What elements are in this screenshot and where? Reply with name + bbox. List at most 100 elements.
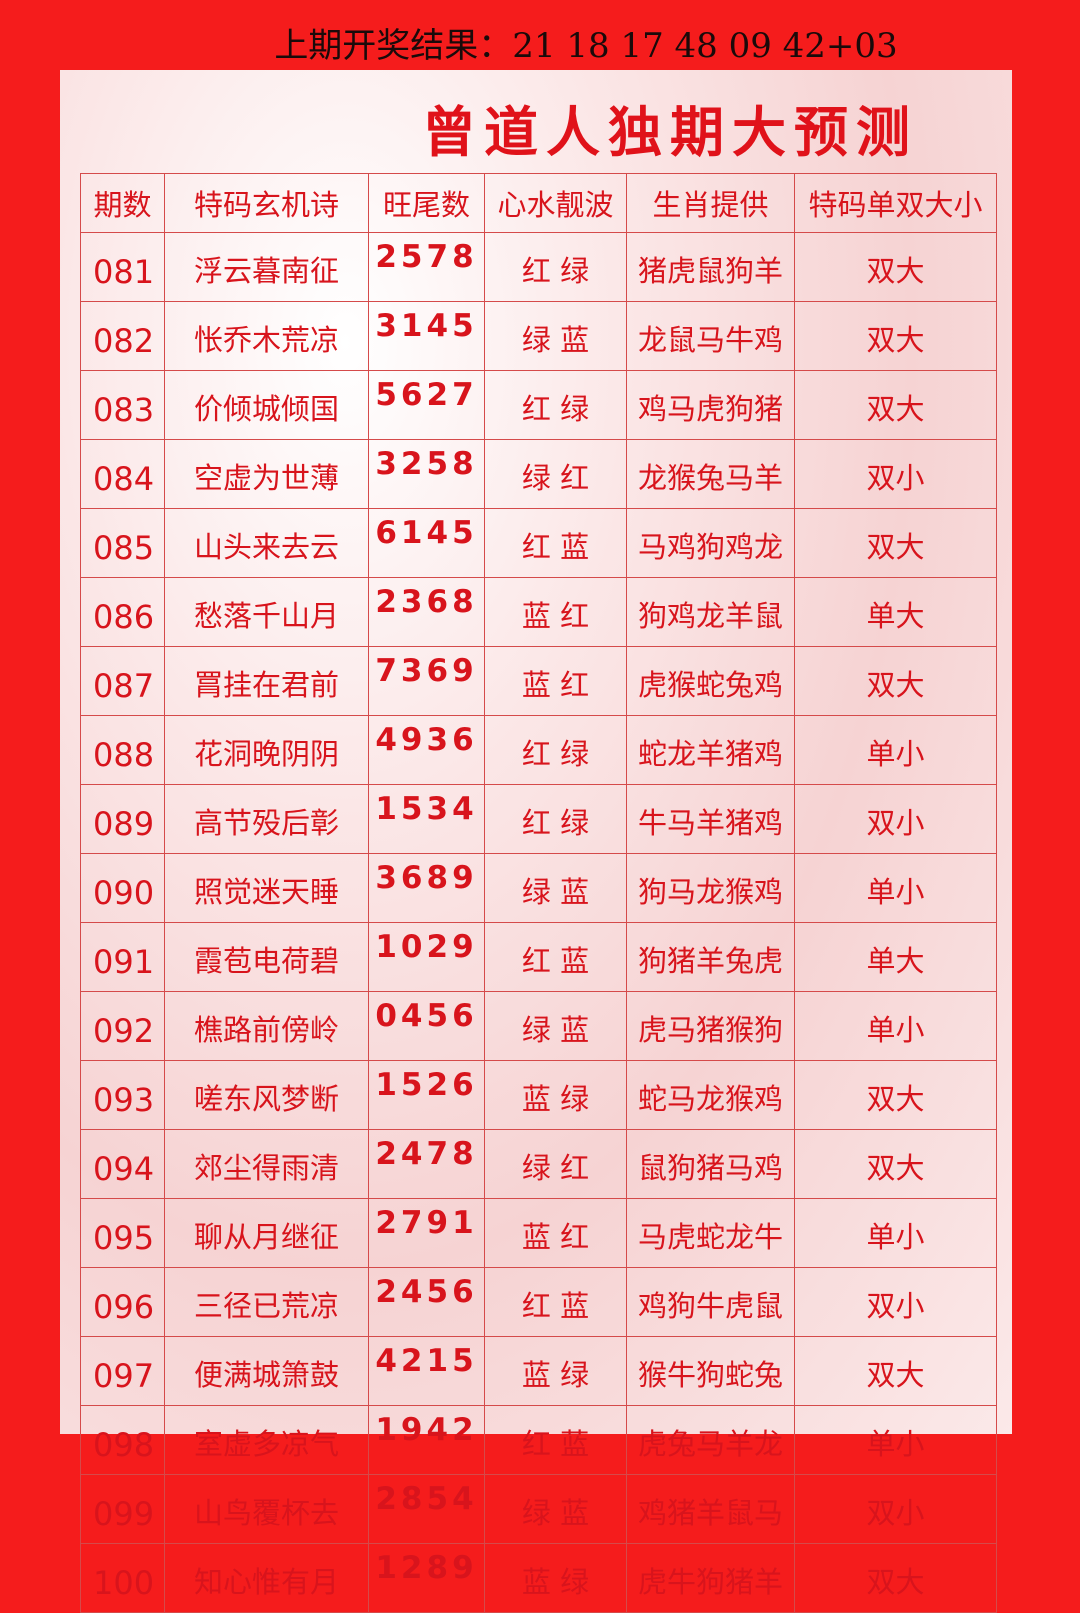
- cell-period: 082: [80, 301, 165, 371]
- cell-poem: 郊尘得雨清: [164, 1129, 369, 1199]
- cell-zodiac: 马鸡狗鸡龙: [626, 508, 795, 578]
- cell-parity: 双大: [794, 1060, 997, 1130]
- cell-tail: 1942: [368, 1405, 485, 1475]
- cell-period: 092: [80, 991, 165, 1061]
- table-row: 093 嗟东风梦断 1526 蓝 绿蛇马龙猴鸡 双大: [80, 1060, 997, 1130]
- cell-period: 084: [80, 439, 165, 509]
- cell-tail: 1534: [368, 784, 485, 854]
- cell-zodiac: 猪虎鼠狗羊: [626, 232, 795, 302]
- cell-zodiac: 蛇马龙猴鸡: [626, 1060, 795, 1130]
- table-row: 098 室虚多凉气 1942 红 蓝虎兔马羊龙 单小: [80, 1405, 997, 1475]
- table-row: 094 郊尘得雨清 2478 绿 红鼠狗猪马鸡 双大: [80, 1129, 997, 1199]
- table-row: 091 霞苞电荷碧 1029 红 蓝狗猪羊兔虎 单大: [80, 922, 997, 992]
- cell-zodiac: 狗猪羊兔虎: [626, 922, 795, 992]
- cell-color: 绿 蓝: [484, 1474, 627, 1544]
- cell-poem: 山鸟覆杯去: [164, 1474, 369, 1544]
- table-row: 087 罥挂在君前 7369 蓝 红虎猴蛇兔鸡 双大: [80, 646, 997, 716]
- table-row: 082 怅乔木荒凉 3145 绿 蓝龙鼠马牛鸡 双大: [80, 301, 997, 371]
- cell-period: 081: [80, 232, 165, 302]
- cell-parity: 双大: [794, 370, 997, 440]
- cell-period: 088: [80, 715, 165, 785]
- cell-period: 083: [80, 370, 165, 440]
- cell-color: 蓝 绿: [484, 1543, 627, 1613]
- cell-poem: 怅乔木荒凉: [164, 301, 369, 371]
- cell-period: 097: [80, 1336, 165, 1406]
- cell-zodiac: 虎马猪猴狗: [626, 991, 795, 1061]
- cell-parity: 双小: [794, 1474, 997, 1544]
- cell-zodiac: 龙猴兔马羊: [626, 439, 795, 509]
- header-poem: 特码玄机诗: [164, 173, 369, 233]
- cell-parity: 双大: [794, 646, 997, 716]
- table-row: 081 浮云暮南征 2578 红 绿猪虎鼠狗羊 双大: [80, 232, 997, 302]
- cell-period: 098: [80, 1405, 165, 1475]
- cell-period: 095: [80, 1198, 165, 1268]
- cell-parity: 双小: [794, 1267, 997, 1337]
- cell-zodiac: 虎牛狗猪羊: [626, 1543, 795, 1613]
- cell-parity: 单小: [794, 853, 997, 923]
- cell-poem: 价倾城倾国: [164, 370, 369, 440]
- cell-poem: 照觉迷天睡: [164, 853, 369, 923]
- cell-parity: 双大: [794, 1543, 997, 1613]
- cell-color: 红 绿: [484, 784, 627, 854]
- cell-parity: 单大: [794, 922, 997, 992]
- cell-period: 099: [80, 1474, 165, 1544]
- table-row: 096 三径已荒凉 2456 红 蓝鸡狗牛虎鼠 双小: [80, 1267, 997, 1337]
- table-row: 099 山鸟覆杯去 2854 绿 蓝鸡猪羊鼠马 双小: [80, 1474, 997, 1544]
- cell-period: 100: [80, 1543, 165, 1613]
- cell-color: 蓝 红: [484, 646, 627, 716]
- cell-poem: 山头来去云: [164, 508, 369, 578]
- cell-zodiac: 猴牛狗蛇兔: [626, 1336, 795, 1406]
- cell-zodiac: 马虎蛇龙牛: [626, 1198, 795, 1268]
- table-row: 095 聊从月继征 2791 蓝 红马虎蛇龙牛 单小: [80, 1198, 997, 1268]
- cell-color: 绿 红: [484, 1129, 627, 1199]
- cell-zodiac: 狗鸡龙羊鼠: [626, 577, 795, 647]
- cell-color: 红 绿: [484, 715, 627, 785]
- cell-tail: 2368: [368, 577, 485, 647]
- cell-period: 091: [80, 922, 165, 992]
- header-parity: 特码单双大小: [794, 173, 997, 233]
- cell-color: 绿 蓝: [484, 301, 627, 371]
- cell-tail: 1029: [368, 922, 485, 992]
- cell-parity: 单小: [794, 1405, 997, 1475]
- cell-tail: 5627: [368, 370, 485, 440]
- table-row: 092 樵路前傍岭 0456 绿 蓝虎马猪猴狗 单小: [80, 991, 997, 1061]
- cell-parity: 双小: [794, 784, 997, 854]
- table-row: 083 价倾城倾国 5627 红 绿鸡马虎狗猪 双大: [80, 370, 997, 440]
- cell-poem: 高节殁后彰: [164, 784, 369, 854]
- cell-zodiac: 狗马龙猴鸡: [626, 853, 795, 923]
- cell-poem: 浮云暮南征: [164, 232, 369, 302]
- cell-period: 085: [80, 508, 165, 578]
- cell-tail: 2478: [368, 1129, 485, 1199]
- table-row: 097 便满城箫鼓 4215 蓝 绿猴牛狗蛇兔 双大: [80, 1336, 997, 1406]
- table-row: 090 照觉迷天睡 3689 绿 蓝狗马龙猴鸡 单小: [80, 853, 997, 923]
- last-result: 上期开奖结果：21 18 17 48 09 42+03: [274, 26, 898, 66]
- cell-parity: 双大: [794, 1129, 997, 1199]
- cell-color: 蓝 绿: [484, 1060, 627, 1130]
- cell-tail: 1526: [368, 1060, 485, 1130]
- cell-tail: 6145: [368, 508, 485, 578]
- table-row: 088 花洞晚阴阴 4936 红 绿蛇龙羊猪鸡 单小: [80, 715, 997, 785]
- cell-parity: 双大: [794, 508, 997, 578]
- cell-color: 红 绿: [484, 370, 627, 440]
- cell-tail: 3258: [368, 439, 485, 509]
- cell-color: 红 蓝: [484, 922, 627, 992]
- cell-poem: 樵路前傍岭: [164, 991, 369, 1061]
- cell-period: 087: [80, 646, 165, 716]
- cell-poem: 花洞晚阴阴: [164, 715, 369, 785]
- cell-parity: 单大: [794, 577, 997, 647]
- cell-color: 蓝 红: [484, 1198, 627, 1268]
- cell-color: 绿 蓝: [484, 853, 627, 923]
- cell-color: 红 蓝: [484, 1405, 627, 1475]
- cell-poem: 愁落千山月: [164, 577, 369, 647]
- cell-poem: 室虚多凉气: [164, 1405, 369, 1475]
- cell-zodiac: 虎兔马羊龙: [626, 1405, 795, 1475]
- cell-poem: 霞苞电荷碧: [164, 922, 369, 992]
- cell-parity: 单小: [794, 1198, 997, 1268]
- header-color: 心水靓波: [484, 173, 627, 233]
- cell-parity: 双大: [794, 1336, 997, 1406]
- cell-tail: 0456: [368, 991, 485, 1061]
- prediction-table: 期数 特码玄机诗 旺尾数 心水靓波 生肖提供 特码单双大小 081 浮云暮南征 25…: [80, 173, 997, 1613]
- cell-color: 红 蓝: [484, 508, 627, 578]
- cell-tail: 2854: [368, 1474, 485, 1544]
- cell-period: 094: [80, 1129, 165, 1199]
